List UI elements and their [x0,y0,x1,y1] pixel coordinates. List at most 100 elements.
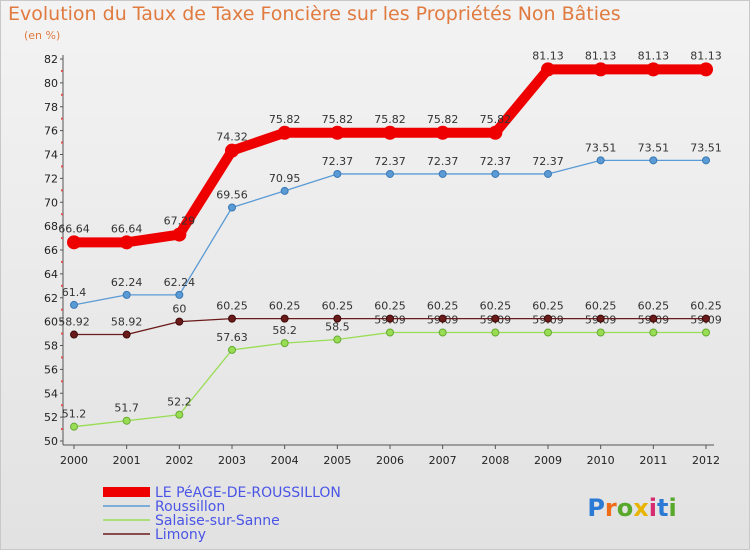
data-point [699,62,713,77]
y-minor-tick [61,356,63,359]
y-minor-tick [61,332,63,335]
data-point [596,156,605,165]
chart-title: Evolution du Taux de Taxe Foncière sur l… [8,3,621,25]
data-label: 72.37 [322,155,354,168]
x-tick-label: 2009 [534,454,562,467]
data-label: 58.5 [325,321,350,334]
data-point [70,422,78,431]
data-point [333,335,342,344]
y-tick-label: 60 [44,316,58,329]
data-point [122,290,131,299]
data-label: 60.25 [638,300,670,313]
data-point [122,330,131,339]
data-point [438,328,447,337]
y-minor-tick [61,237,63,240]
data-label: 60.25 [216,300,248,313]
data-point [491,328,500,337]
data-point [596,328,605,337]
data-label: 60.25 [690,300,722,313]
y-minor-tick [61,165,63,168]
data-point [228,345,236,354]
x-tick-label: 2001 [113,454,141,467]
unit-label: (en %) [24,29,61,42]
y-tick-label: 62 [44,292,58,305]
axes: 50 52 54 56 58 60 62 64 66 68 70 72 74 76 78 80 82 2000 20… [44,53,720,467]
data-label: 73.51 [585,141,617,154]
data-point [649,156,658,165]
data-label: 69.56 [216,189,248,202]
data-point [488,125,503,140]
data-label: 61.4 [62,286,87,299]
data-label: 51.7 [114,402,139,415]
data-label: 58.92 [58,316,90,329]
data-point [544,314,552,323]
data-point [330,125,345,140]
data-label: 75.82 [427,113,459,126]
data-label: 75.82 [480,113,512,126]
x-tick-label: 2012 [692,454,720,467]
data-point [596,314,605,323]
data-point [386,169,394,178]
data-point [175,317,184,326]
x-tick-label: 2004 [271,454,299,467]
y-tick-label: 78 [44,101,58,114]
data-label: 60.25 [427,300,459,313]
data-point [172,227,187,242]
data-point [435,125,450,140]
logo-letter: o [617,494,634,522]
data-point [119,235,134,250]
data-label: 60.25 [532,300,564,313]
data-label: 75.82 [374,113,406,126]
data-point [228,314,236,323]
series-3: 58.92 58.92 60 60.25 60.25 60.25 60.25 60.25 60.… [58,300,722,339]
data-point [175,410,184,419]
data-label: 72.37 [427,155,459,168]
data-label: 58.92 [111,316,143,329]
legend-label: Limony [155,527,206,543]
data-point [544,169,552,178]
data-point [280,186,289,195]
data-label: 60.25 [322,300,354,313]
y-tick-label: 64 [44,268,58,281]
data-point [228,203,236,212]
data-point [702,328,710,337]
data-label: 62.24 [111,276,143,289]
y-tick-label: 56 [44,363,58,376]
data-label: 58.2 [272,324,297,337]
proxiti-logo-text: Proxiti [587,494,676,522]
x-tick-label: 2011 [639,454,667,467]
y-minor-tick [61,117,63,120]
logo-letter: i [668,494,676,522]
data-label: 52.2 [167,396,192,409]
data-label: 60.25 [269,300,301,313]
data-point [67,235,81,250]
series-2: 51.251.752.257.6358.258.559.0959.0959.09… [62,313,722,431]
y-minor-tick [61,380,63,383]
data-point [593,62,608,77]
data-label: 81.13 [638,49,670,62]
logo-letter: t [657,494,668,522]
data-label: 81.13 [532,49,564,62]
data-point [702,156,710,165]
data-point [70,300,78,309]
series-0: 66.64 66.64 67.29 74.32 75.82 75.82 75.82 75.82… [58,49,722,250]
series-line [73,331,707,428]
data-point [70,330,78,339]
data-label: 66.64 [58,222,90,235]
y-minor-tick [61,93,63,96]
data-label: 60.25 [374,300,406,313]
y-tick-label: 70 [44,196,58,209]
x-tick-label: 2008 [481,454,509,467]
data-label: 60.25 [480,300,512,313]
data-label: 70.95 [269,172,301,185]
data-label: 81.13 [690,49,722,62]
data-label: 74.32 [216,131,248,144]
data-point [649,328,658,337]
data-label: 66.64 [111,222,143,235]
data-point [122,416,131,425]
y-minor-tick [61,428,63,431]
data-point [277,125,292,140]
data-label: 57.63 [216,331,248,344]
